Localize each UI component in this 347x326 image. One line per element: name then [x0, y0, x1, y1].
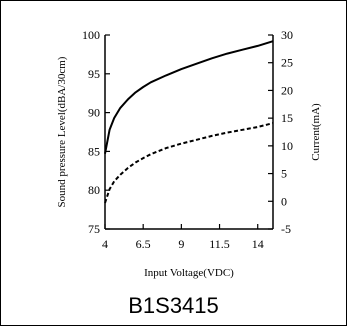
current-series-line	[104, 122, 274, 204]
y2-axis-title: Current(mA)	[310, 103, 322, 161]
y2-tick-label: 20	[281, 83, 293, 97]
y2-tick-label: 10	[281, 139, 293, 153]
y-tick-label: 90	[88, 106, 100, 120]
y2-tick-label: 15	[281, 111, 293, 125]
y2-tick-label: -5	[281, 222, 291, 236]
y-tick-label: 95	[88, 67, 100, 81]
x-tick-label: 9	[178, 237, 184, 251]
chart-axes: 75 80 85 90 95 100 -5 0 5 10 15 20 25 30 4 6.5 9 11.5 14	[82, 28, 293, 251]
model-caption: B1S3415	[128, 293, 219, 318]
y2-tick-label: 25	[281, 56, 293, 70]
chart-series	[104, 40, 274, 204]
x-tick-label: 6.5	[136, 237, 151, 251]
y2-tick-label: 0	[281, 194, 287, 208]
y-tick-label: 75	[88, 222, 100, 236]
y-tick-label: 100	[82, 28, 100, 42]
x-tick-label: 14	[252, 237, 264, 251]
y-tick-label: 80	[88, 183, 100, 197]
y2-tick-label: 5	[281, 167, 287, 181]
x-axis-title: Input Voltage(VDC)	[144, 267, 234, 279]
x-tick-label: 4	[102, 237, 108, 251]
y-axis-title: Sound pressure Level(dBA/30cm)	[56, 56, 68, 207]
y-tick-label: 85	[88, 144, 100, 158]
sound-pressure-series-line	[104, 40, 274, 154]
x-tick-label: 11.5	[209, 237, 230, 251]
y2-tick-label: 30	[281, 28, 293, 42]
